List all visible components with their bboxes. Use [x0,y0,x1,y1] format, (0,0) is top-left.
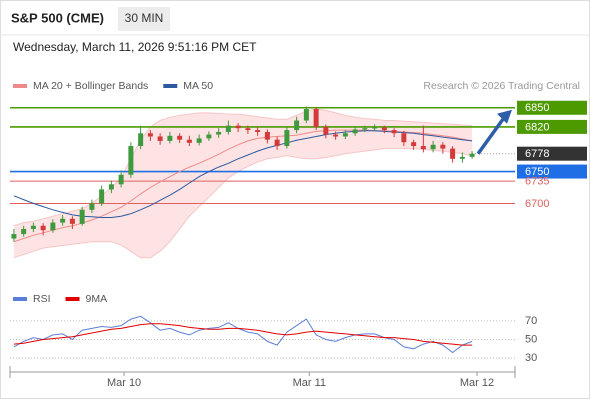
candle-body [459,156,465,159]
candle-body [21,228,27,235]
candle-body [420,146,426,150]
candle-body [381,127,387,131]
candle-body [342,133,348,137]
band-lower [13,148,473,259]
forecast-arrow [476,116,506,155]
legend-swatch [65,297,80,301]
x-tick-label: Mar 12 [460,377,494,389]
candle-body [157,136,163,141]
candle-body [284,130,290,147]
credit: Research © 2026 Trading Central [423,80,580,92]
candle-body [274,139,280,147]
interval-box [118,7,170,31]
candle-body [89,203,95,210]
level-box [517,146,587,161]
legend-label: 9MA [86,293,108,305]
bollinger-band [13,109,473,258]
candle-body [60,218,66,223]
level-label: 6700 [525,198,549,210]
series-line [13,323,473,346]
legend-swatch [13,297,27,301]
candle-body [128,146,134,175]
candle-body [255,130,261,132]
candle-body [225,125,231,132]
candle-body [69,218,75,224]
candle-body [372,127,378,129]
candle-body [294,120,300,131]
candle-body [177,135,183,140]
candle-body [352,129,358,134]
candle-body [391,130,397,134]
candle-body [147,133,153,137]
candle-body [303,109,309,121]
x-tick-label: Mar 10 [107,377,141,389]
candle-body [411,142,417,147]
candle-body [264,132,270,140]
candle-body [235,125,241,129]
level-box [517,119,587,134]
candle-body [450,148,456,159]
level-label: 6750 [525,166,549,178]
candle-body [79,209,85,224]
candle-body [362,128,368,130]
candle-body [430,144,436,150]
legend-label: MA 20 + Bollinger Bands [33,80,148,92]
candle-body [40,225,46,231]
y-tick-label: 50 [525,333,537,345]
level-label: 6735 [525,176,549,188]
candle-body [216,132,222,135]
candle-body [186,139,192,143]
candle-body [401,133,407,143]
level-label: 6850 [525,102,549,114]
timestamp: Wednesday, March 11, 2026 9:51:16 PM CET [13,40,257,54]
interval: 30 MIN [125,11,164,25]
legend-label: RSI [33,293,51,305]
candle-body [323,126,329,135]
y-tick-label: 30 [525,352,537,364]
candle-body [118,174,124,185]
title: S&P 500 (CME) [11,10,104,25]
candle-body [138,133,144,147]
y-tick-label: 70 [525,315,537,327]
level-label: 6820 [525,121,549,133]
candle-body [206,134,212,139]
legend-swatch [13,84,27,88]
candle-body [30,225,36,229]
forecast-arrowhead [497,109,512,124]
legend-label: MA 50 [183,80,213,92]
candle-body [333,134,339,137]
candle-body [108,184,114,190]
candle-body [245,128,251,131]
candle-body [440,144,446,149]
level-label: 6778 [525,148,549,160]
x-tick-label: Mar 11 [293,377,326,389]
candle-body [196,138,202,143]
level-box [517,100,587,115]
candle-body [50,222,56,231]
series-line [13,315,473,354]
candle-body [11,234,17,239]
candle-body [167,135,173,141]
legend-swatch [163,84,178,88]
level-box [517,164,587,179]
candle-body [313,109,319,127]
candle-body [99,189,105,204]
candle-body [469,153,475,157]
